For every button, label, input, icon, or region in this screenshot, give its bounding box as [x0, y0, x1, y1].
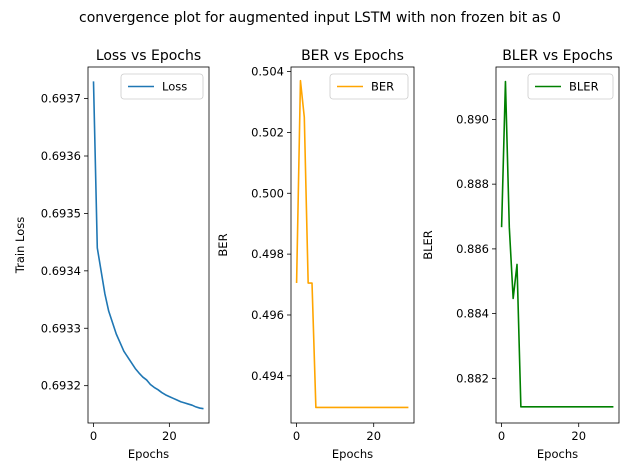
loss-xtick-label: 20 — [162, 429, 177, 443]
ber-ytick-label: 0.494 — [251, 369, 284, 383]
ber-panel-title: BER vs Epochs — [301, 48, 404, 64]
ber-chart: 0 20 0.494 0.496 0.498 0.500 0.502 0.504 BER vs … — [216, 48, 415, 461]
bler-ytick-label: 0.884 — [456, 307, 489, 321]
bler-ytick-label: 0.890 — [456, 112, 489, 126]
ber-ytick-label: 0.500 — [251, 186, 284, 200]
ber-ytick-label: 0.504 — [251, 65, 284, 79]
ber-xtick-label: 20 — [366, 429, 381, 443]
loss-y-axis-label: Train Loss — [13, 217, 27, 274]
ber-legend-box — [329, 73, 409, 100]
ber-ytick-label: 0.502 — [251, 125, 284, 139]
loss-legend-label: Loss — [162, 80, 187, 94]
bler-ytick-label: 0.888 — [456, 177, 489, 191]
loss-ytick-label: 0.6933 — [41, 321, 81, 335]
ber-xtick-label: 0 — [293, 429, 300, 443]
loss-axes-frame — [87, 66, 210, 424]
loss-panel-title: Loss vs Epochs — [96, 48, 201, 64]
bler-x-axis-label: Epochs — [537, 447, 578, 461]
loss-chart: 0 20 0.6932 0.6933 0.6934 0.6935 0.6936 0.6937 L… — [13, 48, 210, 461]
bler-panel-title: BLER vs Epochs — [502, 48, 613, 64]
loss-legend-box — [120, 73, 204, 100]
bler-legend-label: BLER — [569, 80, 599, 94]
loss-xtick-label: 0 — [90, 429, 97, 443]
loss-ytick-label: 0.6934 — [41, 264, 81, 278]
ber-ytick-label: 0.496 — [251, 308, 284, 322]
ber-axes-frame — [290, 66, 415, 424]
bler-legend-box — [527, 73, 614, 100]
bler-series-line — [500, 80, 614, 408]
loss-x-axis-label: Epochs — [128, 447, 169, 461]
ber-series-line — [295, 79, 409, 409]
loss-ytick-label: 0.6932 — [41, 379, 81, 393]
bler-axes-frame — [495, 66, 620, 424]
figure-title: convergence plot for augmented input LST… — [79, 10, 561, 26]
loss-series-line — [92, 81, 204, 410]
bler-xtick-label: 0 — [498, 429, 505, 443]
bler-ytick-label: 0.886 — [456, 242, 489, 256]
ber-x-axis-label: Epochs — [332, 447, 373, 461]
ber-y-axis-label: BER — [216, 233, 230, 256]
loss-ytick-label: 0.6937 — [41, 92, 81, 106]
bler-chart: 0 20 0.882 0.884 0.886 0.888 0.890 BLER vs Epoc… — [421, 48, 620, 461]
ber-legend-label: BER — [371, 80, 394, 94]
loss-ytick-label: 0.6935 — [41, 206, 81, 220]
bler-ytick-label: 0.882 — [456, 371, 489, 385]
loss-ytick-label: 0.6936 — [41, 149, 81, 163]
bler-xtick-label: 20 — [571, 429, 586, 443]
bler-y-axis-label: BLER — [421, 230, 435, 260]
ber-ytick-label: 0.498 — [251, 247, 284, 261]
